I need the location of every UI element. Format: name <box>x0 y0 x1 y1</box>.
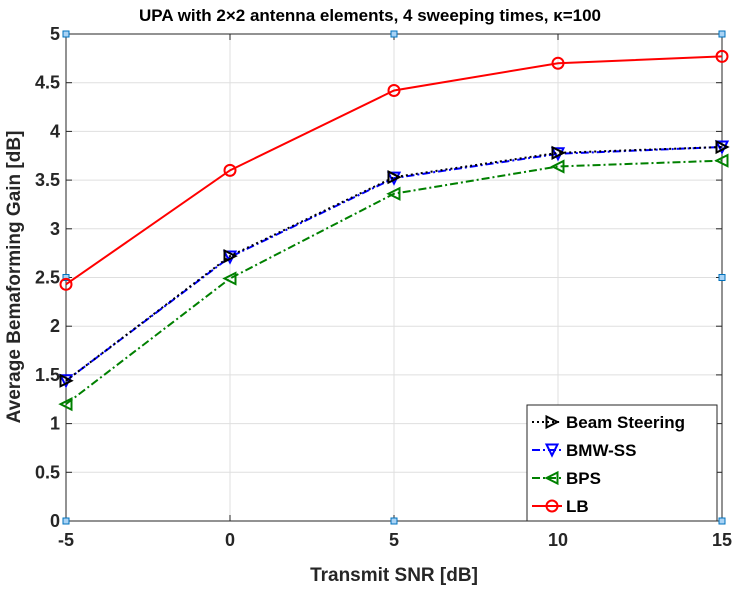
y-tick-label: 5 <box>50 24 60 44</box>
y-tick-label: 4.5 <box>35 73 60 93</box>
y-axis-label: Average Bemaforming Gain [dB] <box>4 131 25 424</box>
legend-label: BMW-SS <box>566 441 636 460</box>
x-tick-label: 10 <box>548 530 568 550</box>
axis-box-marker <box>63 518 69 524</box>
y-tick-label: 2.5 <box>35 268 60 288</box>
legend-label: LB <box>566 497 589 516</box>
y-tick-label: 2 <box>50 316 60 336</box>
y-tick-label: 4 <box>50 121 60 141</box>
line-chart: -5 0 5 10 15 00.511.522.533.544.55 UPA with … <box>0 0 740 587</box>
y-tick-label: 0.5 <box>35 462 60 482</box>
axis-box-marker <box>719 31 725 37</box>
x-tick-label: 0 <box>225 530 235 550</box>
y-tick-label: 3 <box>50 219 60 239</box>
legend: Beam Steering BMW-SS BPS LB <box>527 405 717 521</box>
axis-box-marker <box>719 275 725 281</box>
x-axis-label: Transmit SNR [dB] <box>310 565 478 586</box>
y-tick-label: 0 <box>50 511 60 531</box>
y-tick-label: 3.5 <box>35 170 60 190</box>
x-tick-label: 5 <box>389 530 399 550</box>
x-tick-label: 15 <box>712 530 732 550</box>
axis-box-marker <box>391 31 397 37</box>
axis-box-marker <box>63 31 69 37</box>
axis-box-marker <box>391 518 397 524</box>
y-tick-label: 1.5 <box>35 365 60 385</box>
legend-label: Beam Steering <box>566 413 685 432</box>
x-tick-label: -5 <box>58 530 74 550</box>
axis-box-marker <box>719 518 725 524</box>
y-tick-label: 1 <box>50 414 60 434</box>
chart-title: UPA with 2×2 antenna elements, 4 sweepin… <box>139 6 601 25</box>
legend-label: BPS <box>566 469 601 488</box>
chart-container: -5 0 5 10 15 0 0.5 1 1.5 2 2.5 3 3.5 4 4.5 5 UPA with … <box>0 0 740 587</box>
